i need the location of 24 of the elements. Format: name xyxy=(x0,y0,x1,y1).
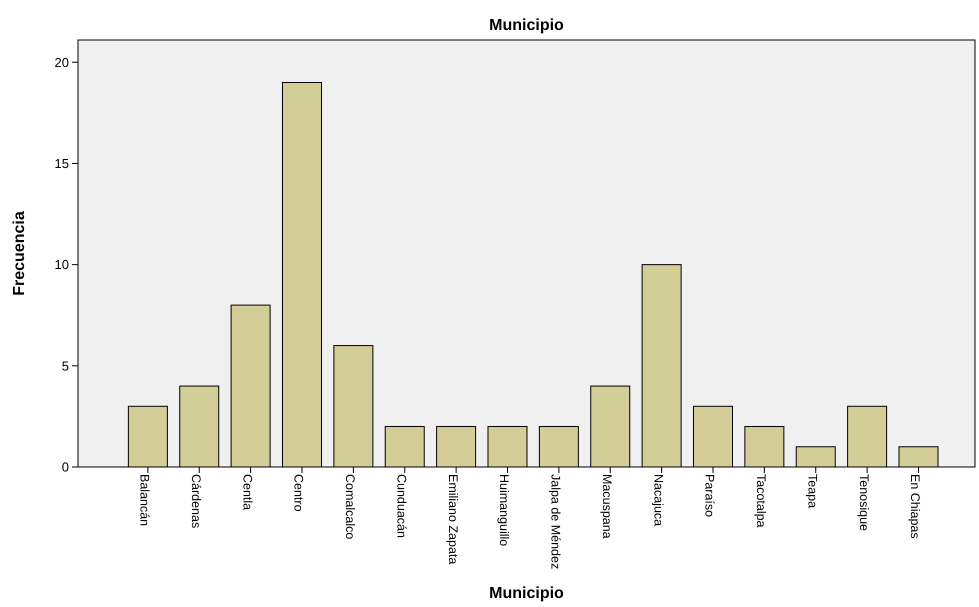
x-tick-label: Cunduacán xyxy=(394,474,408,538)
x-tick-label: Paraíso xyxy=(702,474,717,518)
y-tick-label: 10 xyxy=(54,257,69,272)
chart-title: Municipio xyxy=(489,17,564,34)
x-tick-label: Cárdenas xyxy=(188,474,203,528)
x-tick-label: Centla xyxy=(240,474,254,510)
x-tick-label: Macuspana xyxy=(600,474,614,539)
x-tick-label: Nacajuca xyxy=(651,474,666,526)
x-axis-title: Municipio xyxy=(489,585,564,602)
x-tick-label: Tacotalpa xyxy=(754,474,768,528)
y-axis-title: Frecuencia xyxy=(11,211,28,296)
x-tick-label: Centro xyxy=(292,474,306,512)
y-tick-label: 0 xyxy=(62,460,69,475)
y-tick-label: 5 xyxy=(62,358,69,374)
x-tick-label: Balancán xyxy=(138,474,152,526)
y-tick-label: 20 xyxy=(54,54,69,70)
x-tick-label: Teapa xyxy=(805,474,820,508)
x-tick-label: Comalcalco xyxy=(343,474,358,540)
x-tick-label: Jalpa de Méndez xyxy=(548,474,563,570)
x-tick-label: En Chiapas xyxy=(908,474,922,539)
x-tick-label: Emiliano Zapata xyxy=(446,474,460,564)
x-tick-label: Tenosique xyxy=(856,474,871,532)
y-tick-label: 15 xyxy=(54,156,69,171)
x-tick-label: Huimanguillo xyxy=(497,474,512,546)
